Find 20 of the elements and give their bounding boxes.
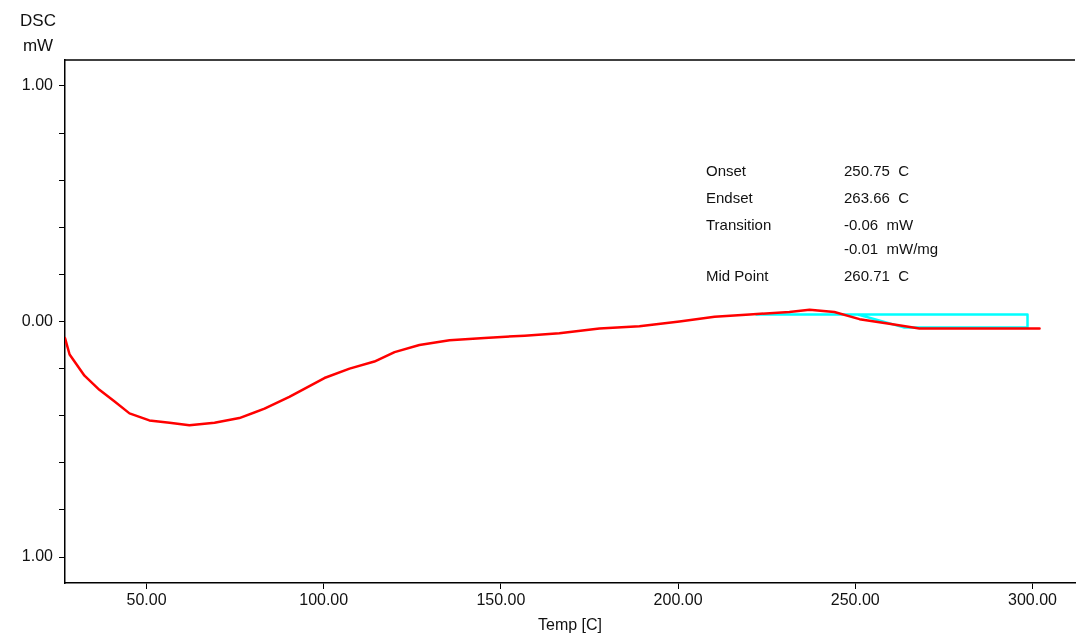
x-tick-label: 100.00 — [299, 591, 349, 609]
x-tick-label: 50.00 — [126, 591, 167, 609]
y-tick-label: 0.00 — [21, 311, 54, 329]
annotation: Endset — [706, 189, 753, 206]
annotation: 250.75 C — [844, 162, 910, 179]
annotation: -0.06 mW — [844, 216, 914, 233]
x-tick-label: 200.00 — [653, 591, 703, 609]
annotation: 263.66 C — [844, 189, 910, 206]
annotation: 260.71 C — [844, 267, 910, 284]
x-tick-label: 150.00 — [476, 591, 526, 609]
annotation: -0.01 mW/mg — [844, 240, 939, 257]
y-tick-label: 1.00 — [21, 76, 54, 94]
annotation: Mid Point — [706, 267, 769, 284]
x-axis-title: Temp [C] — [537, 615, 603, 633]
x-tick-label: 250.00 — [830, 591, 880, 609]
y-axis-title: DSC mW — [19, 10, 57, 57]
y-tick-label: 1.00 — [21, 547, 54, 565]
annotation: Transition — [706, 216, 772, 233]
annotation: Onset — [706, 162, 747, 179]
x-tick-label: 300.00 — [1008, 591, 1058, 609]
